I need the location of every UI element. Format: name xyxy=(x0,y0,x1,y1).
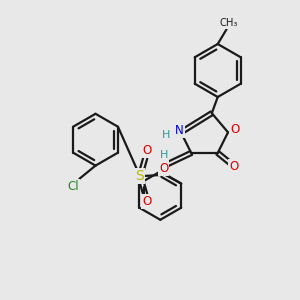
Text: O: O xyxy=(142,144,152,157)
Text: H: H xyxy=(160,150,168,160)
Text: H: H xyxy=(161,130,170,140)
Text: Cl: Cl xyxy=(67,180,79,193)
Text: O: O xyxy=(229,160,239,172)
Text: CH₃: CH₃ xyxy=(220,18,238,28)
Text: N: N xyxy=(175,124,184,137)
Text: O: O xyxy=(142,195,152,208)
Text: O: O xyxy=(159,162,168,175)
Text: O: O xyxy=(230,124,239,136)
Text: S: S xyxy=(136,169,144,183)
